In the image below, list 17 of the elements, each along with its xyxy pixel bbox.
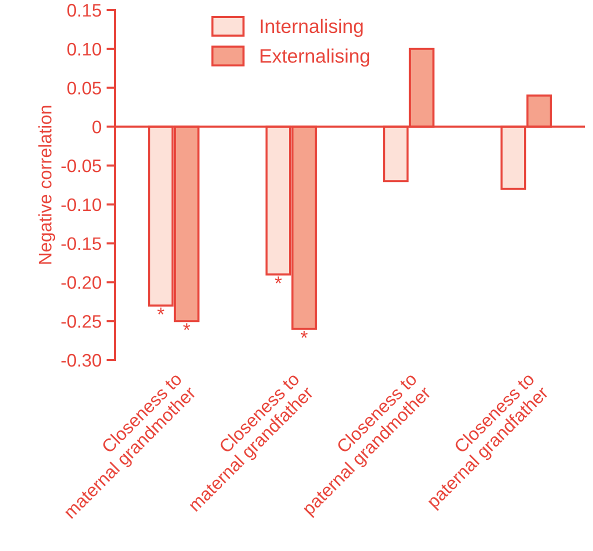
data-label: * <box>183 323 190 330</box>
data-label: * <box>274 276 282 284</box>
y-tick-label: -0.30 <box>61 354 102 367</box>
y-tick-label: -0.15 <box>61 237 102 250</box>
data-label: * <box>300 330 308 338</box>
legend-label: Externalising <box>260 48 370 67</box>
y-tick-label: -0.25 <box>61 315 102 328</box>
data-label: * <box>157 308 164 314</box>
y-tick-label: 0.15 <box>67 4 102 17</box>
legend-label: Internalising <box>260 18 363 37</box>
y-axis-title: Negative correlation <box>38 106 56 264</box>
y-tick-label: 0.10 <box>67 42 102 56</box>
y-tick-label: -0.10 <box>61 198 102 212</box>
y-tick-label: -0.20 <box>61 276 102 289</box>
y-tick-label: -0.05 <box>61 159 102 172</box>
y-tick-label: 0 <box>92 120 102 134</box>
y-tick-label: 0.05 <box>67 82 102 94</box>
